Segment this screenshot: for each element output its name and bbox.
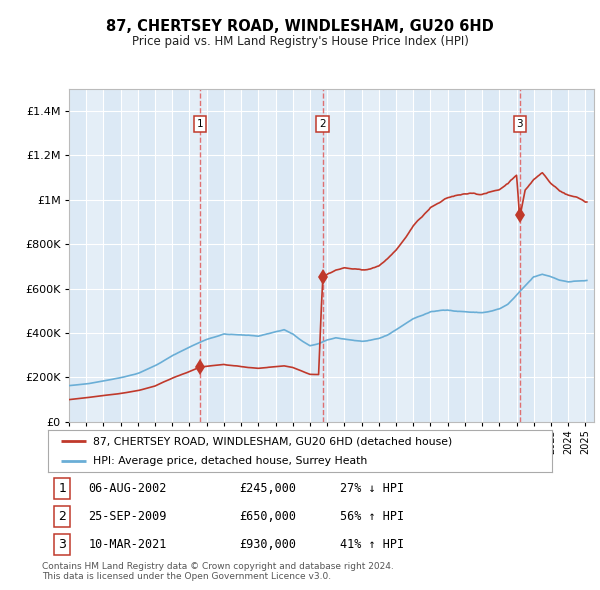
Text: £930,000: £930,000 [239,537,296,550]
Text: 27% ↓ HPI: 27% ↓ HPI [340,483,404,496]
Bar [465,88,482,422]
Bar [396,88,413,422]
Bar [362,88,379,422]
Bar [121,88,138,422]
Text: 10-MAR-2021: 10-MAR-2021 [88,537,167,550]
Text: 06-AUG-2002: 06-AUG-2002 [88,483,167,496]
Bar [224,88,241,422]
Text: £245,000: £245,000 [239,483,296,496]
Text: Price paid vs. HM Land Registry's House Price Index (HPI): Price paid vs. HM Land Registry's House … [131,35,469,48]
Text: Contains HM Land Registry data © Crown copyright and database right 2024.
This d: Contains HM Land Registry data © Crown c… [42,562,394,581]
Bar [534,88,551,422]
Bar [190,88,207,422]
Text: £650,000: £650,000 [239,510,296,523]
Text: 3: 3 [517,119,523,129]
Bar [430,88,448,422]
Text: 87, CHERTSEY ROAD, WINDLESHAM, GU20 6HD: 87, CHERTSEY ROAD, WINDLESHAM, GU20 6HD [106,19,494,34]
Text: 25-SEP-2009: 25-SEP-2009 [88,510,167,523]
Text: 1: 1 [58,483,66,496]
Bar [499,88,517,422]
Bar [259,88,275,422]
Bar [86,88,103,422]
Bar [568,88,586,422]
Bar [327,88,344,422]
Text: 87, CHERTSEY ROAD, WINDLESHAM, GU20 6HD (detached house): 87, CHERTSEY ROAD, WINDLESHAM, GU20 6HD … [94,437,452,447]
Bar [155,88,172,422]
Text: 41% ↑ HPI: 41% ↑ HPI [340,537,404,550]
Text: 2: 2 [58,510,66,523]
Text: 2: 2 [319,119,326,129]
Bar [293,88,310,422]
Text: 1: 1 [197,119,203,129]
Text: 56% ↑ HPI: 56% ↑ HPI [340,510,404,523]
Text: HPI: Average price, detached house, Surrey Heath: HPI: Average price, detached house, Surr… [94,456,368,466]
Text: 3: 3 [58,537,66,550]
